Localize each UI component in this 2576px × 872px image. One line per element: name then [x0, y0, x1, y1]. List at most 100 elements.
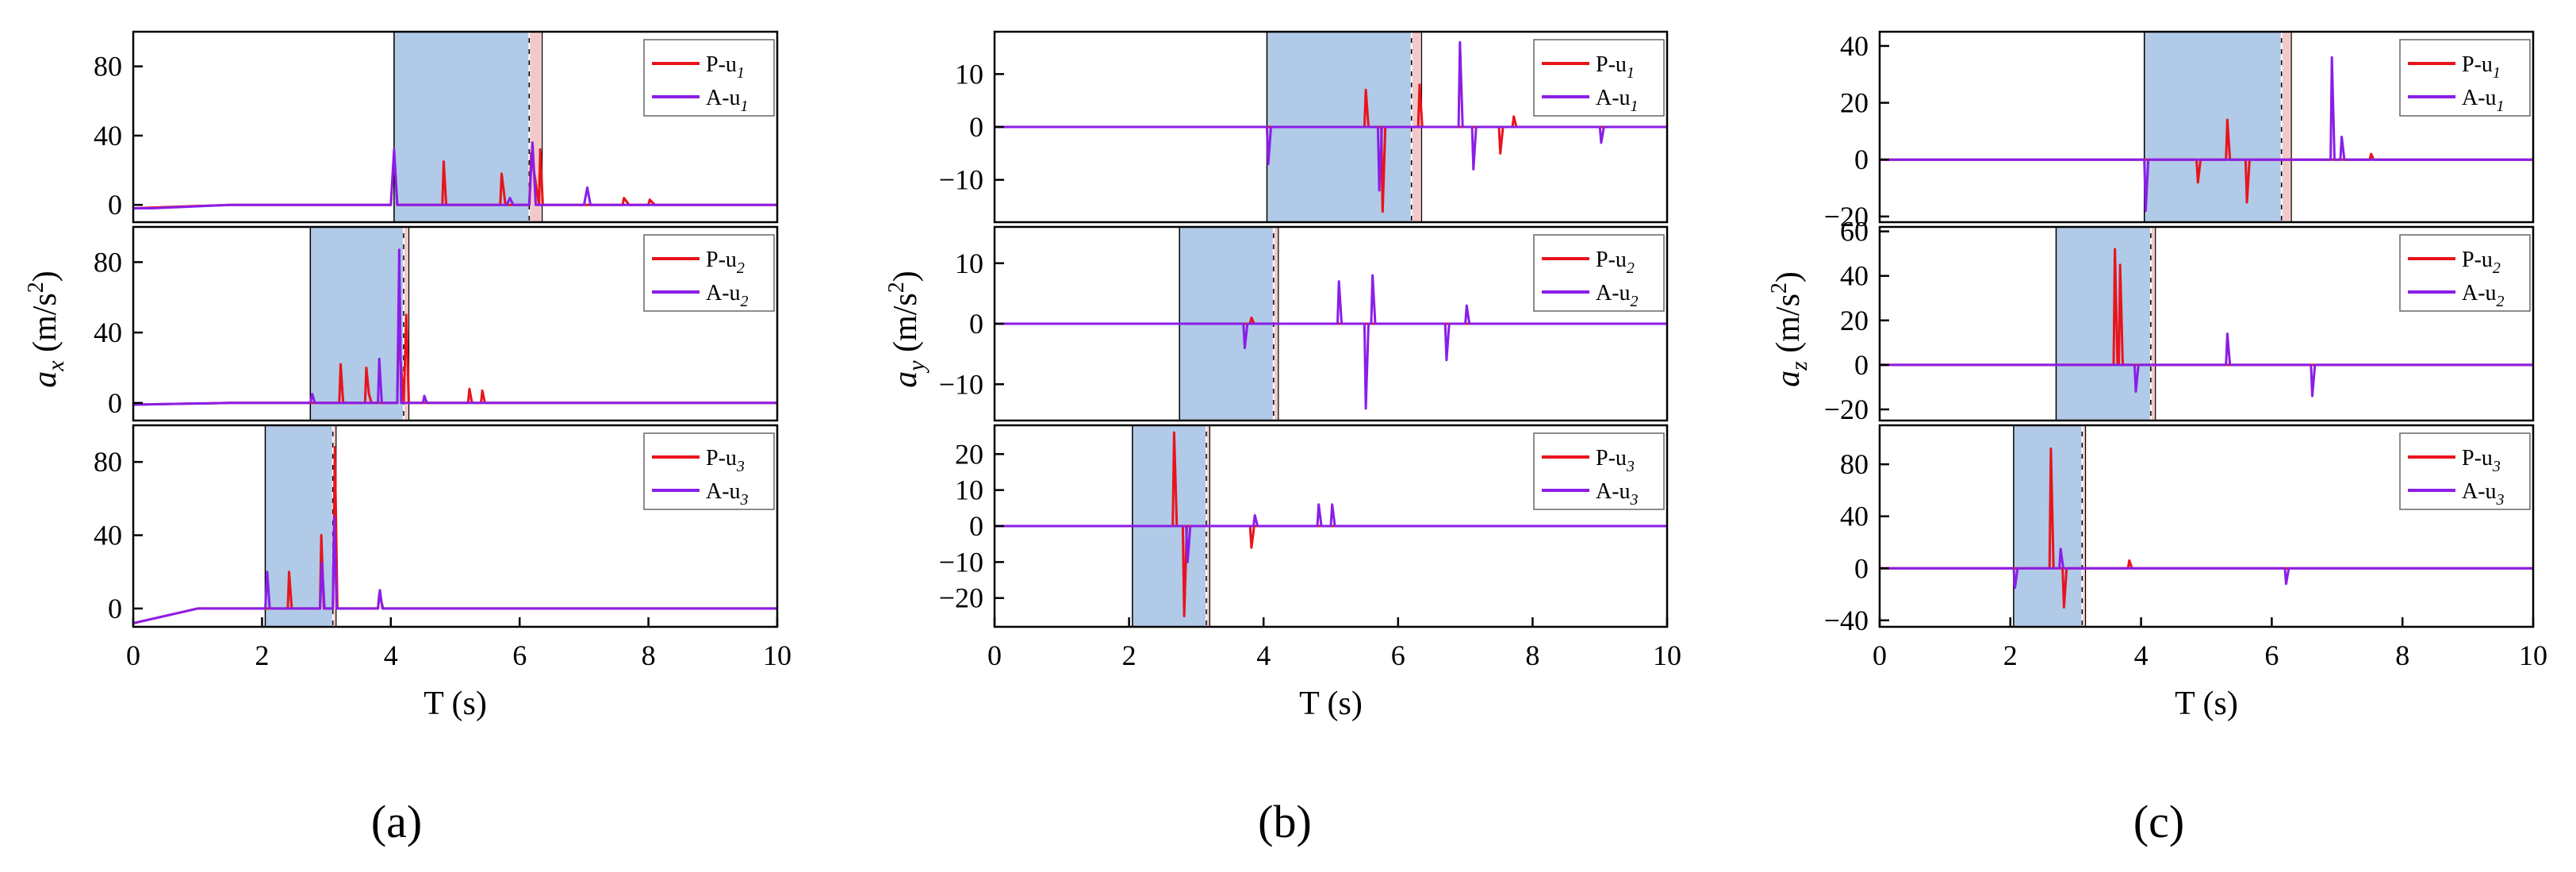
y-tick-label: −10: [939, 368, 983, 400]
y-tick-label: 0: [969, 510, 983, 542]
legend: P-u3A-u3: [2399, 432, 2531, 510]
subplot-3-1: −20 0 20 40 P-u1A-u1: [1824, 30, 2535, 232]
y-tick-label: −10: [939, 546, 983, 578]
legend: P-u3A-u3: [1533, 432, 1665, 510]
subplot-frame: [1878, 424, 2535, 628]
x-tick-label: 6: [512, 640, 527, 671]
x-tick-label: 4: [2134, 640, 2149, 671]
x-tick-label: 6: [1391, 640, 1405, 671]
series-line-P-u1: [995, 83, 1667, 213]
x-axis-label: T (s): [424, 686, 487, 722]
legend-box: [2399, 39, 2531, 117]
y-tick-label: 0: [1854, 144, 1869, 175]
y-tick-label: −20: [939, 582, 983, 614]
y-tick-label: 80: [1840, 448, 1869, 480]
x-tick-label: 6: [2264, 640, 2279, 671]
series-line-A-u2: [1880, 332, 2533, 398]
subplot-frame: [132, 225, 779, 422]
x-tick-label: 4: [1256, 640, 1271, 671]
shaded-edge-interval: [2150, 226, 2156, 421]
subplot-frame: [132, 30, 779, 224]
y-tick-label: 40: [94, 317, 122, 348]
series-line-P-u3: [1880, 448, 2533, 609]
x-tick-label: 8: [1525, 640, 1539, 671]
legend: P-u2A-u2: [643, 234, 775, 312]
legend: P-u1A-u1: [643, 39, 775, 117]
series-line-A-u1: [1880, 56, 2533, 213]
series-line-P-u3: [995, 431, 1667, 617]
series-line-A-u3: [995, 503, 1667, 563]
series-line-A-u2: [995, 274, 1667, 410]
y-tick-label: 40: [1840, 260, 1869, 292]
y-axis-label: ax (m/s2): [24, 271, 69, 388]
x-tick-label: 2: [1122, 640, 1137, 671]
series-line-A-u2: [132, 248, 777, 406]
panel-label: (b): [1258, 796, 1312, 847]
subplot-1-3: 0 40 80 P-u3A-u3: [94, 424, 779, 628]
x-tick-label: 2: [2003, 640, 2018, 671]
y-tick-label: 20: [1840, 87, 1869, 119]
y-tick-label: 10: [955, 58, 983, 90]
chart-panel-2: −10 0 10 P-u1A-u1 −10 0 10 P-u2A-u2 −20 −10 0 10 20 P…: [884, 30, 1681, 847]
subplot-frame: [132, 424, 779, 628]
subplot-1-1: 0 40 80 P-u1A-u1: [94, 30, 779, 224]
panel-label: (a): [371, 796, 422, 847]
chart-panel-3: −2002040P-u1A-u1−200204060P-u2A-u2−40040…: [1767, 30, 2547, 847]
x-tick-label: 4: [384, 640, 398, 671]
legend: P-u3A-u3: [643, 432, 775, 510]
legend-label-A: A-u3: [706, 479, 749, 509]
y-tick-label: −20: [1824, 394, 1869, 425]
y-tick-label: 60: [1840, 216, 1869, 248]
y-tick-label: 10: [955, 474, 983, 506]
legend-box: [643, 39, 775, 117]
legend: P-u2A-u2: [2399, 234, 2531, 312]
y-tick-label: −40: [1824, 605, 1869, 636]
y-tick-label: 80: [94, 446, 122, 478]
legend: P-u2A-u2: [1533, 234, 1665, 312]
shaded-interval: [2143, 31, 2283, 223]
subplot-frame: [1878, 225, 2535, 422]
series-line-A-u3: [1880, 547, 2533, 590]
y-tick-label: 0: [108, 387, 122, 419]
panel-label: (c): [2133, 796, 2184, 847]
legend-box: [1533, 432, 1665, 510]
legend-box: [643, 432, 775, 510]
legend-box: [1533, 234, 1665, 312]
subplot-1-2: 0 40 80 P-u2A-u2: [94, 225, 779, 422]
y-tick-label: 40: [1840, 501, 1869, 532]
legend-box: [2399, 432, 2531, 510]
x-tick-label: 10: [1653, 640, 1681, 671]
x-axis-label: T (s): [1299, 686, 1363, 722]
x-tick-label: 8: [642, 640, 656, 671]
y-tick-label: 80: [94, 246, 122, 278]
x-axis-label: T (s): [2175, 686, 2238, 722]
y-tick-label: 0: [1854, 349, 1869, 381]
subplot-3-3: −40 0 40 80 P-u3A-u3: [1824, 424, 2535, 636]
y-tick-label: 10: [955, 248, 983, 279]
series-line-A-u1: [995, 40, 1667, 192]
y-tick-label: 80: [94, 51, 122, 83]
x-tick-label: 10: [2519, 640, 2547, 671]
y-tick-label: 0: [969, 308, 983, 340]
subplot-frame: [1878, 30, 2535, 224]
legend-box: [2399, 234, 2531, 312]
legend-box: [643, 234, 775, 312]
legend: P-u1A-u1: [1533, 39, 1665, 117]
x-tick-label: 2: [255, 640, 269, 671]
y-tick-label: 0: [969, 111, 983, 143]
y-tick-label: −10: [939, 164, 983, 196]
legend: P-u1A-u1: [2399, 39, 2531, 117]
subplot-3-2: −20 0 20 40 60 P-u2A-u2: [1824, 216, 2535, 425]
legend-box: [1533, 39, 1665, 117]
legend-label-A: A-u3: [2462, 479, 2505, 509]
y-tick-label: 0: [1854, 552, 1869, 584]
series-line-P-u2: [132, 313, 777, 406]
y-tick-label: 0: [108, 593, 122, 624]
y-tick-label: 0: [108, 189, 122, 221]
y-tick-label: 20: [955, 438, 983, 470]
y-tick-label: −20: [1824, 201, 1869, 232]
subplot-2-3: −20 −10 0 10 20 P-u3A-u3: [939, 424, 1669, 628]
subplot-2-2: −10 0 10 P-u2A-u2: [939, 225, 1669, 422]
y-axis-label: az (m/s2): [1767, 271, 1812, 387]
